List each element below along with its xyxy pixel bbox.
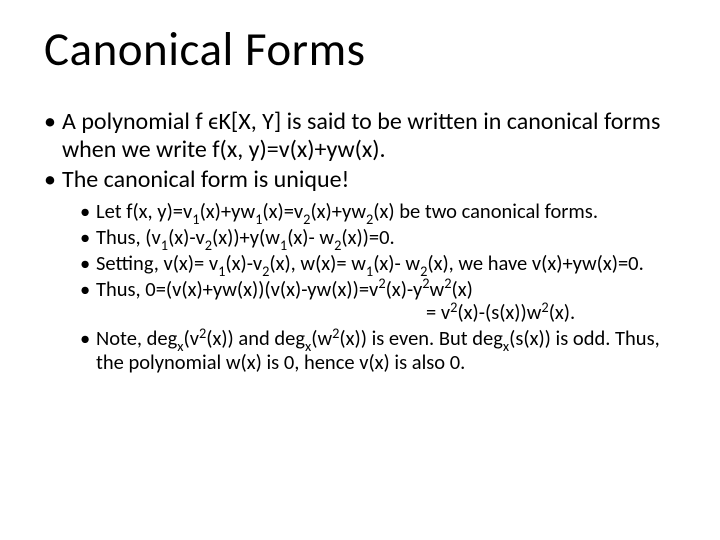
list-item: Setting, v(x)= v1(x)-v2(x), w(x)= w1(x)-… bbox=[80, 252, 676, 276]
list-item: Note, degx(v2(x)) and degx(w2(x)) is eve… bbox=[80, 327, 676, 375]
bullet-list-level1: A polynomial f ϵK[X, Y] is said to be wr… bbox=[44, 108, 676, 194]
list-item: A polynomial f ϵK[X, Y] is said to be wr… bbox=[44, 108, 676, 164]
list-item: Let f(x, y)=v1(x)+yw1(x)=v2(x)+yw2(x) be… bbox=[80, 200, 676, 224]
list-item: Thus, (v1(x)-v2(x))+y(w1(x)- w2(x))=0. bbox=[80, 226, 676, 250]
list-item: Thus, 0=(v(x)+yw(x))(v(x)-yw(x))=v2(x)-y… bbox=[80, 278, 676, 326]
slide: Canonical Forms A polynomial f ϵK[X, Y] … bbox=[0, 0, 720, 540]
slide-title: Canonical Forms bbox=[44, 20, 676, 78]
bullet-list-level2: Let f(x, y)=v1(x)+yw1(x)=v2(x)+yw2(x) be… bbox=[80, 200, 676, 374]
list-item: The canonical form is unique! bbox=[44, 166, 676, 194]
